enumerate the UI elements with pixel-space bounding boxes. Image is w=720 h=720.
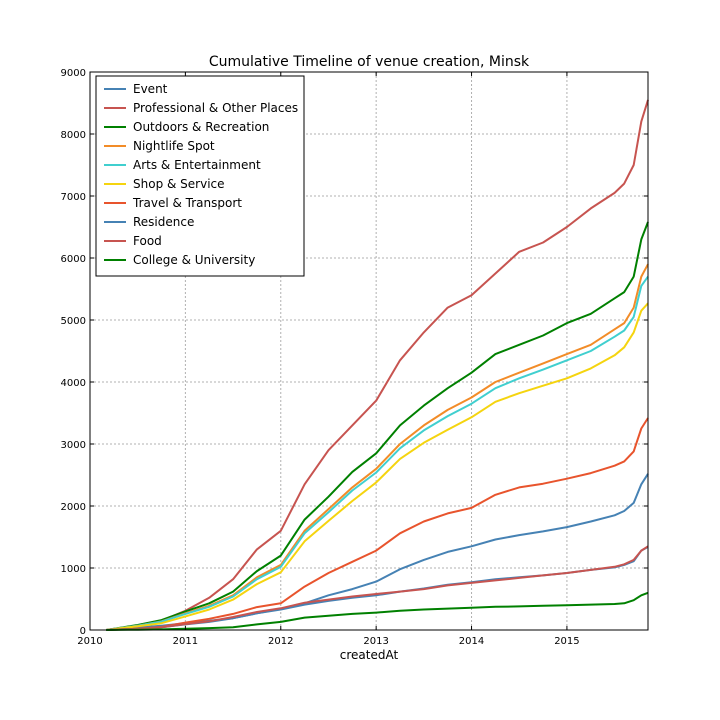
- legend-label: Food: [133, 234, 162, 248]
- chart-title: Cumulative Timeline of venue creation, M…: [209, 54, 530, 70]
- legend-label: Nightlife Spot: [133, 139, 215, 153]
- legend-label: Residence: [133, 215, 194, 229]
- legend-label: Professional & Other Places: [133, 101, 298, 115]
- series-line-9: [106, 591, 649, 631]
- legend-label: Arts & Entertainment: [133, 158, 261, 172]
- legend-label: Outdoors & Recreation: [133, 120, 269, 134]
- x-tick-label: 2013: [363, 636, 388, 647]
- series-line-4: [106, 276, 649, 631]
- x-tick-label: 2010: [77, 636, 102, 647]
- series-line-8: [106, 545, 649, 631]
- y-tick-label: 9000: [61, 68, 86, 79]
- plot-frame: [89, 71, 649, 631]
- y-tick-label: 3000: [61, 440, 86, 451]
- series-line-1: [106, 99, 649, 631]
- series-line-2: [106, 221, 649, 631]
- legend-frame: [95, 75, 305, 277]
- legend-label: Shop & Service: [133, 177, 225, 191]
- x-tick-label: 2012: [268, 636, 293, 647]
- y-tick-label: 0: [80, 626, 86, 637]
- y-tick-label: 1000: [61, 564, 86, 575]
- series-line-6: [106, 417, 649, 631]
- legend-label: Travel & Transport: [132, 196, 242, 210]
- y-tick-label: 5000: [61, 316, 86, 327]
- y-tick-label: 6000: [61, 254, 86, 265]
- series-layer: [106, 99, 649, 631]
- tick-layer: 2010 2011 2012 2013 2014 2015 0 1000 2000 3000 400…: [61, 68, 648, 647]
- x-axis-label: createdAt: [340, 648, 399, 662]
- legend-label: Event: [133, 82, 168, 96]
- x-tick-label: 2011: [173, 636, 198, 647]
- y-tick-label: 2000: [61, 502, 86, 513]
- y-tick-label: 4000: [61, 378, 86, 389]
- x-tick-label: 2015: [554, 636, 579, 647]
- series-line-5: [106, 302, 649, 631]
- x-tick-label: 2014: [459, 636, 484, 647]
- y-tick-label: 8000: [61, 130, 86, 141]
- y-tick-label: 7000: [61, 192, 86, 203]
- legend: Event Professional & Other Places Outdoors…: [95, 75, 305, 277]
- legend-label: College & University: [133, 253, 255, 267]
